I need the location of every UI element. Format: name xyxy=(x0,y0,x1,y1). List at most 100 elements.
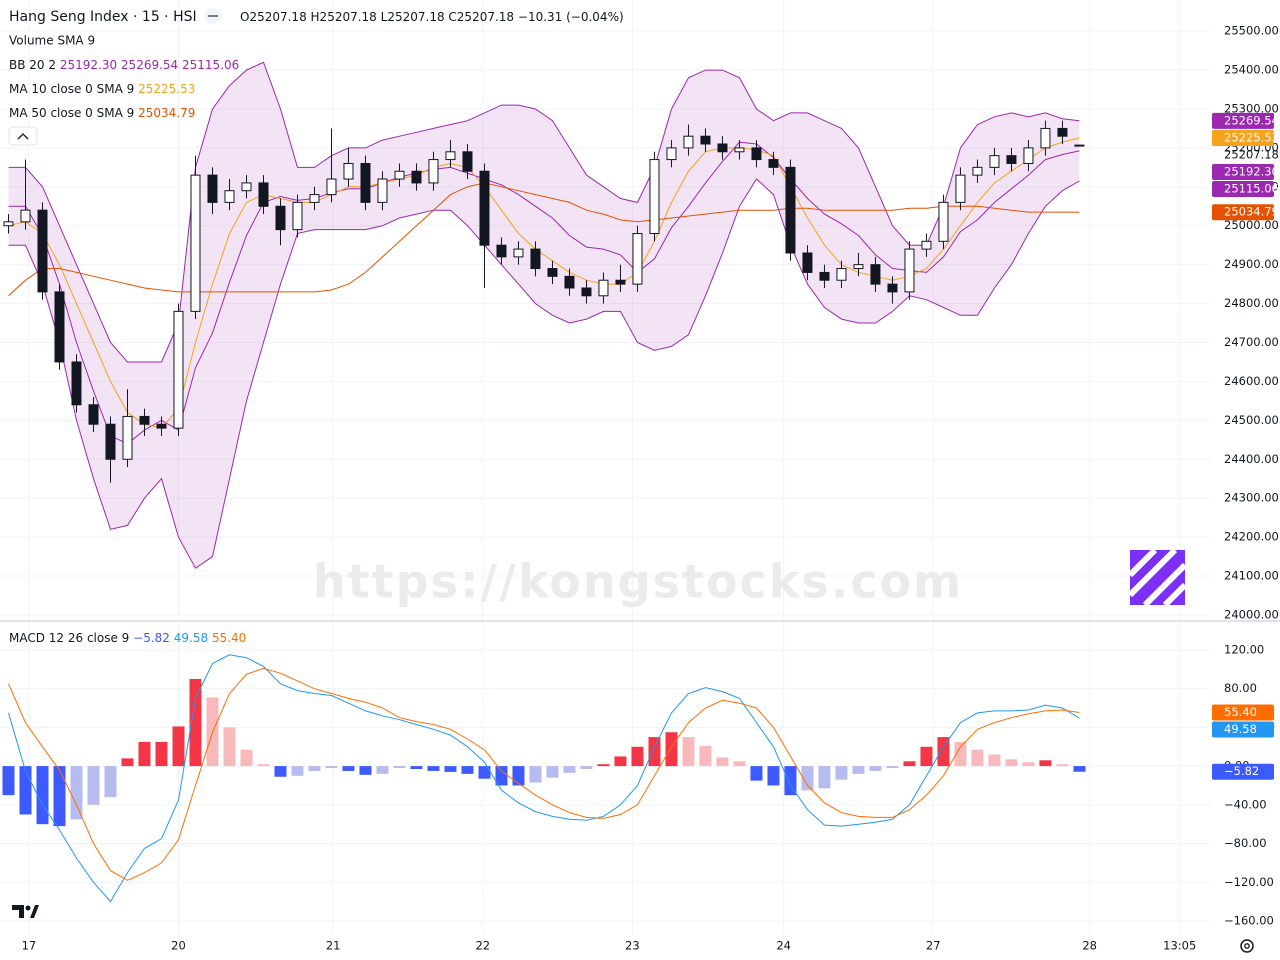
y-tick-label: 24200.00 xyxy=(1224,530,1279,544)
ma50-legend: MA 50 close 0 SMA 9 25034.79 xyxy=(9,106,195,120)
candle-body xyxy=(496,244,507,258)
histogram-bar xyxy=(410,766,423,770)
candle-body xyxy=(547,268,558,277)
x-tick-label: 22 xyxy=(475,939,490,953)
candle-body xyxy=(530,248,541,270)
candle-body xyxy=(445,151,456,161)
price-tag xyxy=(1212,112,1274,129)
histogram-bar xyxy=(240,749,253,767)
candle-body xyxy=(785,166,796,254)
price-tag-label: −5.82 xyxy=(1224,764,1259,778)
candle-body xyxy=(3,221,14,227)
candle-body xyxy=(360,162,371,203)
candle-body xyxy=(581,287,592,297)
y-tick-label: −120.00 xyxy=(1224,875,1274,889)
macd-name: MACD 12 26 close 9 xyxy=(9,631,129,645)
candle-body xyxy=(309,194,320,203)
bb-legend: BB 20 2 25192.30 25269.54 25115.06 xyxy=(9,58,239,72)
bb-lower: 25115.06 xyxy=(182,58,239,72)
logo-dot xyxy=(25,905,31,911)
y-tick-label: 25000.00 xyxy=(1224,218,1279,232)
price-tag xyxy=(1212,704,1274,721)
brand-logo xyxy=(1127,547,1188,608)
y-tick-label: −160.00 xyxy=(1224,913,1274,927)
candle-body xyxy=(632,233,643,285)
candle-body xyxy=(683,135,694,149)
candle-body xyxy=(394,170,405,180)
y-tick-label: 24900.00 xyxy=(1224,257,1279,271)
price-tag xyxy=(1212,180,1274,197)
candle-body xyxy=(836,268,847,281)
histogram-bar xyxy=(155,741,168,767)
bb-basis: 25192.30 xyxy=(60,58,117,72)
histogram-bar xyxy=(886,766,899,769)
histogram-bar xyxy=(53,766,66,827)
candle-body xyxy=(870,264,881,285)
histogram-bar xyxy=(36,766,49,825)
candle-body xyxy=(564,275,575,289)
price-tag-label: 25192.30 xyxy=(1224,164,1279,178)
histogram-bar xyxy=(257,764,270,767)
histogram-bar xyxy=(920,746,933,767)
candle-body xyxy=(326,178,337,196)
histogram-bar xyxy=(835,766,848,780)
settings-button[interactable] xyxy=(1240,939,1254,953)
collapse-icon xyxy=(17,133,29,140)
histogram-bar xyxy=(869,766,882,771)
histogram-bar xyxy=(1039,760,1052,767)
histogram-bar xyxy=(495,766,508,786)
signal-line xyxy=(8,667,1080,881)
logo-t xyxy=(12,905,24,918)
histogram-bar xyxy=(427,766,440,771)
candle-body xyxy=(224,190,235,203)
histogram-bar xyxy=(274,766,287,777)
signal-value: 55.40 xyxy=(212,631,246,645)
candle-body xyxy=(377,178,388,203)
macd-line xyxy=(8,654,1080,903)
y-tick-label: 24400.00 xyxy=(1224,452,1279,466)
histogram-bar xyxy=(716,757,729,767)
histogram-bar xyxy=(1073,766,1086,772)
histogram-bar xyxy=(1056,764,1069,767)
bb-upper xyxy=(8,61,1080,363)
bb-lower xyxy=(8,178,1080,569)
candle-body xyxy=(1074,144,1085,147)
y-tick-label: 24800.00 xyxy=(1224,296,1279,310)
moving-average xyxy=(8,182,1080,297)
y-tick-label: −80.00 xyxy=(1224,836,1267,850)
price-tag xyxy=(1212,763,1274,780)
candle-body xyxy=(343,162,354,180)
histogram-bar xyxy=(801,766,814,791)
candle-body xyxy=(972,166,983,176)
candle-body xyxy=(105,423,116,460)
histogram-bar xyxy=(87,766,100,805)
price-tag-label: 55.40 xyxy=(1224,705,1257,719)
candle-body xyxy=(479,170,490,246)
histogram-bar xyxy=(70,766,83,820)
price-tag-label: 49.58 xyxy=(1224,722,1257,736)
histogram-bar xyxy=(393,766,406,769)
candle-body xyxy=(938,201,949,242)
candle-body xyxy=(887,283,898,293)
histogram-bar xyxy=(937,737,950,767)
bb-basis xyxy=(8,141,1080,445)
histogram-bar xyxy=(580,766,593,770)
histogram-bar xyxy=(563,766,576,773)
histogram-bar xyxy=(733,761,746,767)
collapse-button[interactable] xyxy=(8,126,38,146)
moving-average xyxy=(8,137,1080,429)
candle-body xyxy=(734,147,745,153)
y-tick-label: 120.00 xyxy=(1224,642,1264,656)
candle-body xyxy=(802,252,813,273)
y-tick-label: 24000.00 xyxy=(1224,607,1279,621)
candle-body xyxy=(615,279,626,285)
y-tick-label: 24600.00 xyxy=(1224,374,1279,388)
histogram-bar xyxy=(631,746,644,767)
histogram-bar xyxy=(223,727,236,767)
histogram-bar xyxy=(138,741,151,767)
tradingview-logo xyxy=(12,905,39,918)
candle-body xyxy=(751,147,762,161)
histogram-bar xyxy=(699,745,712,767)
y-tick-label: 24700.00 xyxy=(1224,335,1279,349)
histogram-bar xyxy=(461,766,474,774)
